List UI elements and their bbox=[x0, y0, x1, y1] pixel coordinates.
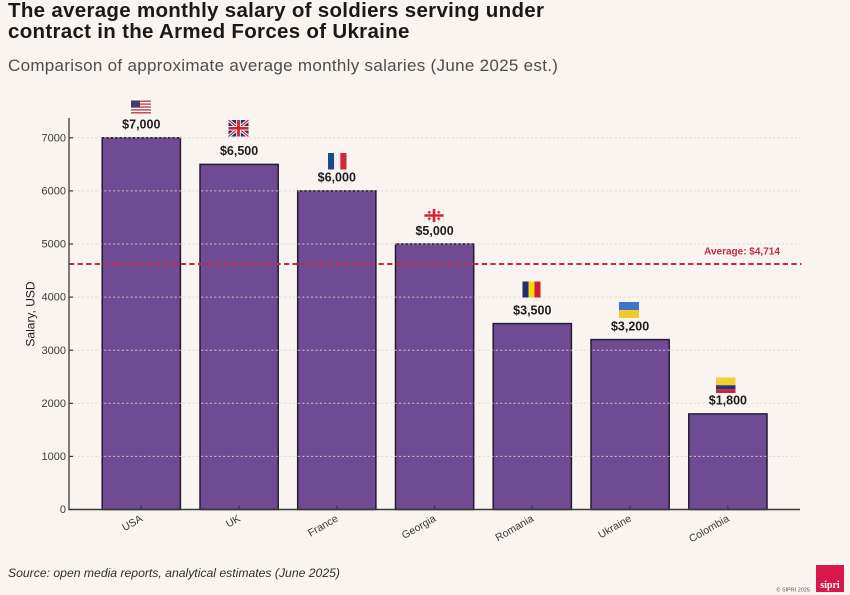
svg-text:6000: 6000 bbox=[42, 186, 66, 198]
svg-text:© SIPRI 2025: © SIPRI 2025 bbox=[776, 587, 810, 594]
svg-text:Colombia: Colombia bbox=[687, 513, 732, 546]
svg-text:France: France bbox=[306, 513, 340, 540]
svg-text:Georgia: Georgia bbox=[400, 513, 438, 542]
svg-text:7000: 7000 bbox=[42, 132, 66, 144]
svg-text:$1,800: $1,800 bbox=[709, 394, 747, 408]
svg-text:sipri: sipri bbox=[820, 580, 840, 591]
svg-text:2000: 2000 bbox=[42, 398, 66, 410]
svg-text:USA: USA bbox=[120, 513, 145, 534]
svg-text:Source: open media reports, an: Source: open media reports, analytical e… bbox=[8, 566, 340, 580]
svg-text:$7,000: $7,000 bbox=[122, 118, 160, 132]
svg-text:$6,000: $6,000 bbox=[318, 171, 356, 185]
svg-text:5000: 5000 bbox=[42, 239, 66, 251]
svg-text:1000: 1000 bbox=[42, 451, 66, 463]
svg-text:$3,200: $3,200 bbox=[611, 319, 649, 333]
svg-text:$6,500: $6,500 bbox=[220, 144, 258, 158]
svg-text:UK: UK bbox=[224, 513, 243, 531]
svg-text:4000: 4000 bbox=[42, 292, 66, 304]
svg-text:Romania: Romania bbox=[493, 513, 536, 544]
svg-text:Ukraine: Ukraine bbox=[596, 513, 633, 542]
svg-text:0: 0 bbox=[60, 504, 66, 516]
svg-text:$5,000: $5,000 bbox=[415, 224, 453, 238]
svg-text:$3,500: $3,500 bbox=[513, 303, 551, 317]
svg-text:Average: $4,714: Average: $4,714 bbox=[704, 247, 780, 258]
svg-text:3000: 3000 bbox=[42, 345, 66, 357]
svg-text:Salary, USD: Salary, USD bbox=[24, 281, 38, 346]
